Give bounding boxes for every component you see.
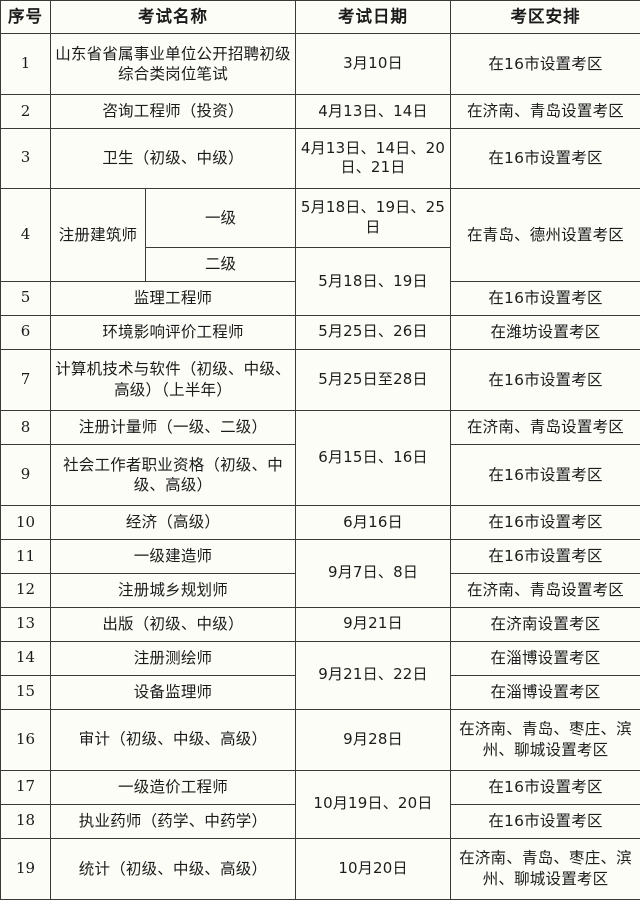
row-exam-date: 10月19日、20日 bbox=[295, 769, 451, 839]
row-sequence: 19 bbox=[0, 837, 51, 900]
row-exam-area: 在16市设置考区 bbox=[450, 803, 640, 839]
table-row: 6 环境影响评价工程师 5月25日、26日 在潍坊设置考区 bbox=[0, 314, 640, 350]
table-row: 19 统计（初级、中级、高级） 10月20日 在济南、青岛、枣庄、滨州、聊城设置… bbox=[0, 837, 640, 900]
row-exam-name: 咨询工程师（投资） bbox=[50, 94, 296, 130]
row-exam-name: 统计（初级、中级、高级） bbox=[50, 837, 296, 900]
row-exam-area: 在济南、青岛、枣庄、滨州、聊城设置考区 bbox=[450, 708, 640, 771]
row-exam-area: 在16市设置考区 bbox=[450, 280, 640, 316]
row-sequence: 1 bbox=[0, 32, 51, 96]
row-sequence: 2 bbox=[0, 94, 51, 130]
row-exam-area: 在16市设置考区 bbox=[450, 505, 640, 540]
row-exam-area: 在淄博设置考区 bbox=[450, 674, 640, 710]
row-sequence: 6 bbox=[0, 314, 51, 350]
row-sequence: 10 bbox=[0, 505, 51, 540]
row-sequence: 12 bbox=[0, 572, 51, 608]
table-row: 16 审计（初级、中级、高级） 9月28日 在济南、青岛、枣庄、滨州、聊城设置考… bbox=[0, 708, 640, 771]
row-exam-area: 在16市设置考区 bbox=[450, 32, 640, 96]
row-sequence: 16 bbox=[0, 708, 51, 771]
row-exam-date: 5月18日、19日、25日 bbox=[295, 187, 451, 248]
row-sequence: 13 bbox=[0, 606, 51, 642]
row-exam-area: 在济南、青岛设置考区 bbox=[450, 94, 640, 130]
column-header-sequence: 序号 bbox=[0, 0, 51, 34]
row-exam-area: 在16市设置考区 bbox=[450, 538, 640, 574]
row-sequence: 15 bbox=[0, 674, 51, 710]
row-exam-area: 在济南设置考区 bbox=[450, 606, 640, 642]
table-row: 8 注册计量师（一级、二级） 6月15日、16日 在济南、青岛设置考区 bbox=[0, 409, 640, 507]
row-exam-name: 社会工作者职业资格（初级、中级、高级） bbox=[50, 443, 296, 507]
row-exam-date: 10月20日 bbox=[295, 837, 451, 900]
column-header-exam-area: 考区安排 bbox=[450, 0, 640, 34]
row-exam-date: 9月21日、22日 bbox=[295, 640, 451, 710]
row-exam-name: 注册城乡规划师 bbox=[50, 572, 296, 608]
column-header-exam-name: 考试名称 bbox=[50, 0, 296, 34]
row-sequence: 5 bbox=[0, 280, 51, 316]
row-exam-name: 一级造价工程师 bbox=[50, 769, 296, 805]
row-exam-date: 5月25日、26日 bbox=[295, 314, 451, 350]
row-sequence: 3 bbox=[0, 128, 51, 189]
row-exam-name: 执业药师（药学、中药学） bbox=[50, 803, 296, 839]
table-row: 1 山东省省属事业单位公开招聘初级综合类岗位笔试 3月10日 在16市设置考区 bbox=[0, 32, 640, 96]
table-row: 4 注册建筑师 一级 5月18日、19日、25日 在青岛、德州设置考区 bbox=[0, 187, 640, 282]
row-exam-area: 在济南、青岛、枣庄、滨州、聊城设置考区 bbox=[450, 837, 640, 900]
row-exam-name: 审计（初级、中级、高级） bbox=[50, 708, 296, 771]
row-sequence: 17 bbox=[0, 769, 51, 805]
row-exam-name: 卫生（初级、中级） bbox=[50, 128, 296, 189]
row-sequence: 14 bbox=[0, 640, 51, 676]
table-row: 13 出版（初级、中级） 9月21日 在济南设置考区 bbox=[0, 606, 640, 642]
table-row: 9 社会工作者职业资格（初级、中级、高级） 在16市设置考区 bbox=[0, 443, 640, 507]
row-exam-name: 经济（高级） bbox=[50, 505, 296, 540]
row-exam-sublevel: 二级 bbox=[145, 246, 296, 282]
row-exam-name: 监理工程师 bbox=[50, 280, 296, 316]
table-row: 11 一级建造师 9月7日、8日 在16市设置考区 bbox=[0, 538, 640, 608]
table-row: 15 设备监理师 在淄博设置考区 bbox=[0, 674, 640, 710]
row-exam-name: 注册测绘师 bbox=[50, 640, 296, 676]
row-exam-sublevel: 一级 bbox=[145, 187, 296, 248]
row-exam-name: 计算机技术与软件（初级、中级、高级）（上半年） bbox=[50, 348, 296, 411]
row-exam-name: 一级建造师 bbox=[50, 538, 296, 574]
row-sequence: 7 bbox=[0, 348, 51, 411]
row-exam-area: 在潍坊设置考区 bbox=[450, 314, 640, 350]
row-sequence: 11 bbox=[0, 538, 51, 574]
row-exam-date: 9月21日 bbox=[295, 606, 451, 642]
table-row: 3 卫生（初级、中级） 4月13日、14日、20日、21日 在16市设置考区 bbox=[0, 128, 640, 189]
row-exam-date: 3月10日 bbox=[295, 32, 451, 96]
table-row: 7 计算机技术与软件（初级、中级、高级）（上半年） 5月25日至28日 在16市… bbox=[0, 348, 640, 411]
row-exam-name: 山东省省属事业单位公开招聘初级综合类岗位笔试 bbox=[50, 32, 296, 96]
row-exam-area: 在16市设置考区 bbox=[450, 769, 640, 805]
row-exam-date: 5月18日、19日 bbox=[295, 246, 451, 316]
row-exam-name: 环境影响评价工程师 bbox=[50, 314, 296, 350]
row-exam-area: 在淄博设置考区 bbox=[450, 640, 640, 676]
row-exam-date: 4月13日、14日、20日、21日 bbox=[295, 128, 451, 189]
table-row: 10 经济（高级） 6月16日 在16市设置考区 bbox=[0, 505, 640, 540]
row-sequence: 9 bbox=[0, 443, 51, 507]
row-exam-date: 6月16日 bbox=[295, 505, 451, 540]
table-header-row: 序号 考试名称 考试日期 考区安排 bbox=[0, 0, 640, 34]
row-exam-name: 注册建筑师 bbox=[50, 187, 146, 282]
row-exam-date: 9月7日、8日 bbox=[295, 538, 451, 608]
row-exam-name: 出版（初级、中级） bbox=[50, 606, 296, 642]
row-exam-area: 在16市设置考区 bbox=[450, 443, 640, 507]
row-exam-area: 在青岛、德州设置考区 bbox=[450, 187, 640, 282]
row-exam-area: 在济南、青岛设置考区 bbox=[450, 409, 640, 445]
row-sequence: 4 bbox=[0, 187, 51, 282]
row-exam-date: 4月13日、14日 bbox=[295, 94, 451, 130]
row-exam-date: 6月15日、16日 bbox=[295, 409, 451, 507]
table-row: 14 注册测绘师 9月21日、22日 在淄博设置考区 bbox=[0, 640, 640, 710]
row-exam-area: 在16市设置考区 bbox=[450, 348, 640, 411]
row-exam-name: 注册计量师（一级、二级） bbox=[50, 409, 296, 445]
row-exam-date: 5月25日至28日 bbox=[295, 348, 451, 411]
row-sequence: 18 bbox=[0, 803, 51, 839]
row-exam-name: 设备监理师 bbox=[50, 674, 296, 710]
table-row: 17 一级造价工程师 10月19日、20日 在16市设置考区 bbox=[0, 769, 640, 839]
table-row: 12 注册城乡规划师 在济南、青岛设置考区 bbox=[0, 572, 640, 608]
table-row: 5 监理工程师 在16市设置考区 bbox=[0, 280, 640, 316]
row-exam-area: 在16市设置考区 bbox=[450, 128, 640, 189]
column-header-exam-date: 考试日期 bbox=[295, 0, 451, 34]
row-exam-date: 9月28日 bbox=[295, 708, 451, 771]
row-exam-area: 在济南、青岛设置考区 bbox=[450, 572, 640, 608]
table-row: 2 咨询工程师（投资） 4月13日、14日 在济南、青岛设置考区 bbox=[0, 94, 640, 130]
row-sequence: 8 bbox=[0, 409, 51, 445]
